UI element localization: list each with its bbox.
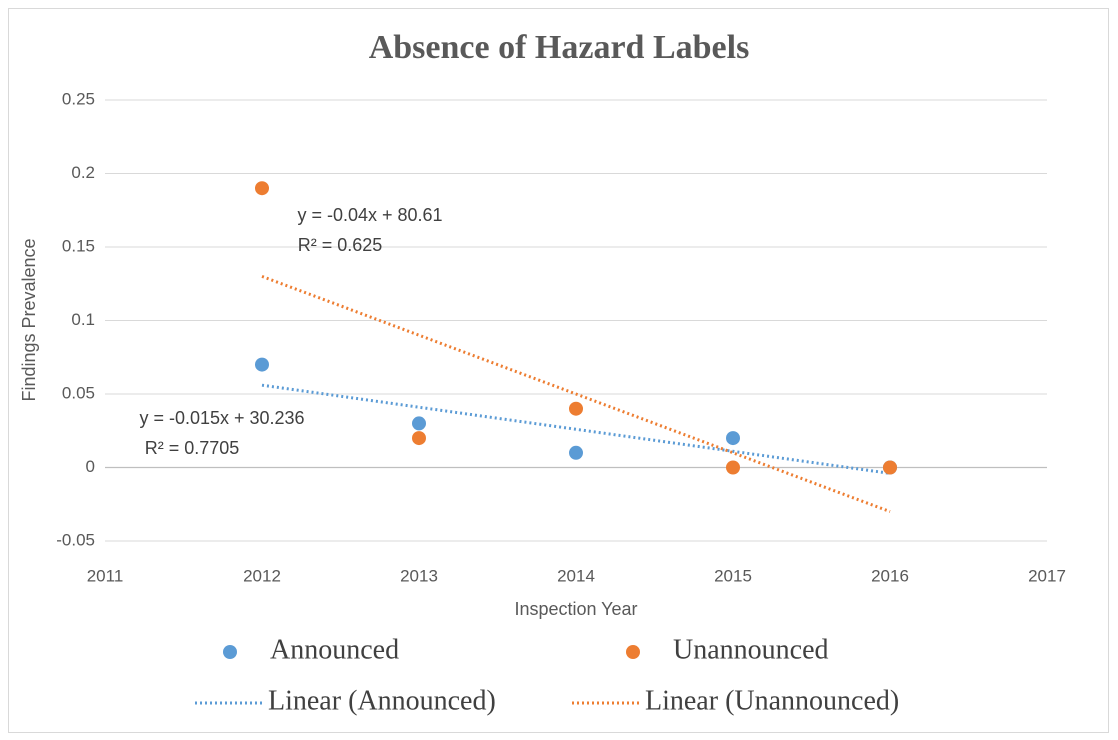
- legend-label: Linear (Announced): [268, 685, 496, 716]
- trendline: [261, 383, 891, 475]
- legend-marker: [626, 645, 640, 659]
- x-axis-label: Inspection Year: [514, 599, 637, 619]
- data-point: [569, 445, 583, 460]
- y-tick-label: 0.1: [71, 310, 95, 329]
- chart-frame: [8, 8, 1109, 733]
- y-tick-label: 0.25: [62, 89, 95, 108]
- trendline: [261, 274, 891, 514]
- data-point: [883, 460, 897, 475]
- x-tick-label: 2011: [87, 566, 124, 585]
- data-point: [412, 416, 426, 431]
- annotation: y = -0.04x + 80.61: [297, 205, 442, 225]
- annotation: R² = 0.625: [298, 235, 383, 255]
- data-point: [726, 431, 740, 446]
- x-tick-label: 2012: [243, 566, 281, 585]
- x-tick-label: 2015: [714, 566, 752, 585]
- y-tick-label: 0.15: [62, 236, 95, 255]
- data-point: [569, 401, 583, 416]
- data-point: [255, 357, 269, 372]
- legend-label: Linear (Unannounced): [645, 685, 899, 716]
- legend-marker: [223, 645, 237, 659]
- chart-title: Absence of Hazard Labels: [369, 29, 750, 66]
- y-tick-label: 0.05: [62, 383, 95, 402]
- annotation: y = -0.015x + 30.236: [139, 408, 304, 428]
- x-tick-label: 2016: [871, 566, 909, 585]
- x-tick-label: 2017: [1028, 566, 1066, 585]
- legend-label: Announced: [270, 634, 399, 665]
- data-point: [412, 431, 426, 446]
- x-tick-label: 2014: [557, 566, 595, 585]
- data-point: [255, 181, 269, 196]
- y-axis-label: Findings Prevalence: [19, 238, 39, 401]
- y-tick-label: 0.2: [71, 163, 95, 182]
- y-tick-label: 0: [86, 457, 95, 476]
- data-point: [726, 460, 740, 475]
- y-tick-label: -0.05: [56, 530, 95, 549]
- x-tick-label: 2013: [400, 566, 438, 585]
- annotation: R² = 0.7705: [145, 438, 240, 458]
- legend-label: Unannounced: [673, 634, 829, 665]
